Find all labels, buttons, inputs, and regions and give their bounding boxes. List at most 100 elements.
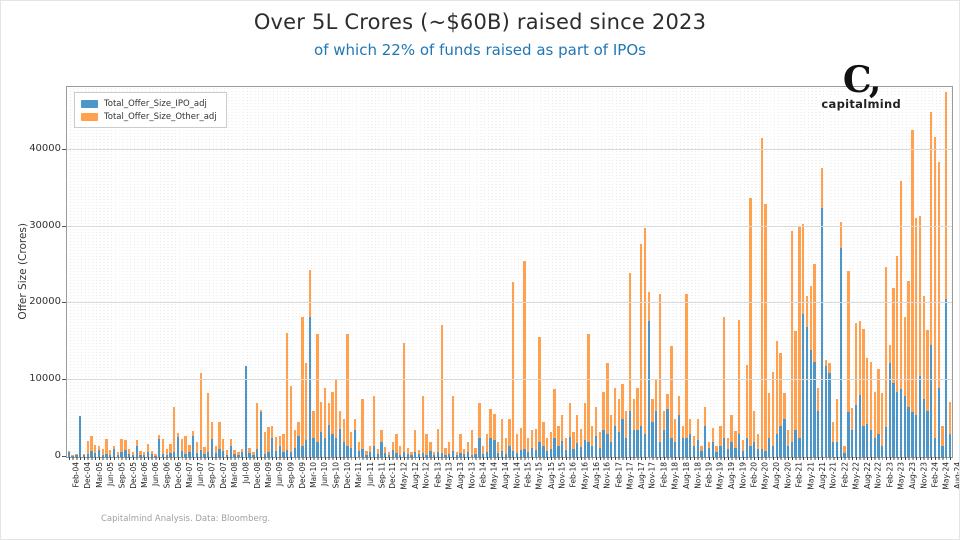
bar-segment-ipo bbox=[470, 454, 473, 457]
bar-segment-other bbox=[873, 391, 876, 438]
bar-slot bbox=[764, 87, 768, 457]
bar-segment-other bbox=[643, 228, 647, 434]
bar-segment-ipo bbox=[798, 437, 801, 457]
bar-segment-ipo bbox=[591, 445, 594, 457]
bar-slot bbox=[801, 87, 805, 457]
y-tick-mark bbox=[62, 225, 66, 227]
x-tick-label: Nov-19 bbox=[738, 462, 748, 489]
bar-segment-ipo bbox=[338, 429, 342, 457]
bar-segment-ipo bbox=[914, 414, 918, 457]
x-tick-label: Aug-20 bbox=[772, 462, 782, 489]
bar-segment-other bbox=[869, 361, 873, 431]
bar-slot bbox=[590, 87, 594, 457]
bar-segment-other bbox=[180, 438, 184, 451]
bar-segment-ipo bbox=[146, 451, 150, 457]
x-tick-label: May-20 bbox=[761, 462, 771, 490]
bar-segment-ipo bbox=[376, 453, 379, 457]
bar-slot bbox=[568, 87, 572, 457]
bar-segment-ipo bbox=[651, 422, 654, 457]
bar-segment-other bbox=[237, 452, 240, 456]
x-tick-label: Mar-07 bbox=[184, 462, 194, 488]
bar-segment-ipo bbox=[267, 451, 270, 457]
bar-segment-ipo bbox=[700, 450, 703, 457]
x-tick-label: Aug-17 bbox=[636, 462, 646, 489]
bar-segment-ipo bbox=[598, 447, 601, 457]
bar-segment-other bbox=[357, 441, 360, 451]
bar-slot bbox=[240, 87, 244, 457]
bar-segment-other bbox=[131, 452, 135, 456]
bar-segment-other bbox=[105, 439, 108, 454]
bar-segment-ipo bbox=[553, 437, 556, 457]
bar-segment-other bbox=[527, 437, 530, 452]
bar-segment-ipo bbox=[421, 453, 425, 457]
bar-segment-ipo bbox=[850, 430, 854, 457]
bar-slot bbox=[391, 87, 395, 457]
bar-segment-other bbox=[218, 421, 221, 449]
bar-segment-ipo bbox=[790, 441, 794, 457]
bar-segment-ipo bbox=[463, 454, 466, 457]
bar-slot bbox=[191, 87, 195, 457]
bar-segment-other bbox=[71, 455, 74, 456]
bar-segment-other bbox=[918, 215, 922, 377]
bar-segment-ipo bbox=[711, 441, 714, 457]
x-tick-label: Feb-14 bbox=[478, 462, 488, 488]
footer-credit: Capitalmind Analysis. Data: Bloomberg. bbox=[101, 514, 271, 524]
bar-slot bbox=[888, 87, 892, 457]
bar-segment-ipo bbox=[444, 454, 447, 457]
bar-segment-other bbox=[207, 393, 210, 453]
bar-segment-ipo bbox=[214, 453, 217, 457]
bar-segment-other bbox=[463, 449, 466, 455]
bar-segment-ipo bbox=[839, 248, 842, 457]
bar-segment-ipo bbox=[572, 448, 575, 457]
x-tick-label: Mar-08 bbox=[230, 462, 240, 488]
bar-slot bbox=[346, 87, 350, 457]
bar-slot bbox=[108, 87, 112, 457]
x-tick-label: Mar-11 bbox=[354, 462, 364, 488]
bar-segment-other bbox=[662, 410, 666, 431]
bar-segment-ipo bbox=[786, 445, 790, 457]
bar-slot bbox=[361, 87, 365, 457]
bar-segment-ipo bbox=[158, 439, 161, 457]
bar-segment-other bbox=[376, 449, 379, 454]
bar-segment-ipo bbox=[466, 452, 470, 457]
bar-segment-other bbox=[741, 440, 745, 451]
bar-slot bbox=[255, 87, 259, 457]
bar-slot bbox=[767, 87, 771, 457]
bar-segment-other bbox=[707, 441, 711, 448]
bar-segment-ipo bbox=[730, 441, 733, 457]
bar-slot bbox=[828, 87, 832, 457]
bar-segment-ipo bbox=[372, 445, 376, 457]
bar-segment-other bbox=[579, 428, 583, 448]
bar-slot bbox=[75, 87, 79, 457]
bar-slot bbox=[474, 87, 478, 457]
bar-slot bbox=[575, 87, 579, 457]
bar-segment-other bbox=[726, 437, 730, 450]
bar-segment-ipo bbox=[286, 450, 289, 457]
bar-slot bbox=[666, 87, 670, 457]
bar-segment-ipo bbox=[753, 441, 756, 457]
bar-segment-ipo bbox=[481, 453, 485, 457]
bar-segment-other bbox=[97, 446, 101, 451]
bar-slot bbox=[696, 87, 700, 457]
bar-segment-other bbox=[320, 401, 323, 432]
bar-segment-other bbox=[391, 441, 394, 451]
bar-segment-ipo bbox=[771, 445, 775, 457]
x-tick-label: Dec-11 bbox=[388, 462, 398, 489]
bar-slot bbox=[376, 87, 380, 457]
bar-segment-ipo bbox=[933, 437, 937, 457]
bar-slot bbox=[112, 87, 116, 457]
bar-segment-ipo bbox=[97, 450, 101, 457]
bar-slot bbox=[372, 87, 376, 457]
bar-segment-other bbox=[809, 285, 812, 350]
bar-segment-other bbox=[500, 418, 504, 451]
bar-slot bbox=[353, 87, 357, 457]
bar-segment-other bbox=[553, 389, 556, 438]
bar-segment-other bbox=[749, 197, 752, 446]
x-tick-label: Nov-15 bbox=[557, 462, 567, 489]
bar-segment-other bbox=[598, 432, 601, 448]
x-tick-label: Aug-16 bbox=[591, 462, 601, 489]
bar-segment-ipo bbox=[67, 452, 71, 457]
bar-segment-ipo bbox=[613, 426, 617, 457]
bar-segment-ipo bbox=[636, 430, 639, 457]
bar-segment-other bbox=[448, 441, 451, 454]
